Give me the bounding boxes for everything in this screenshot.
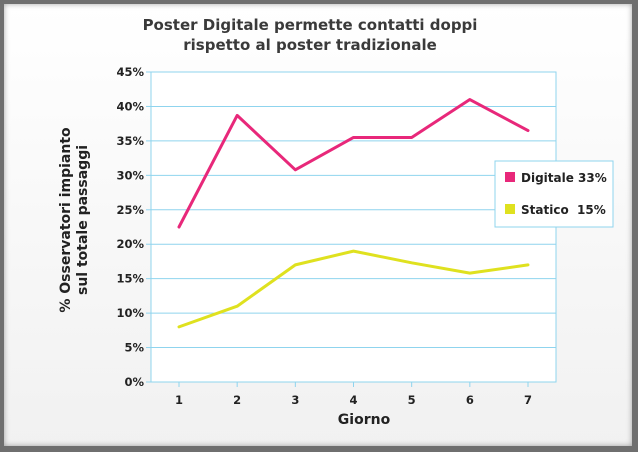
y-axis-title-line-2: sul totale passaggi [75,145,91,295]
legend-label-statico: Statico 15% [521,203,606,217]
x-tick-label: 2 [233,393,241,407]
line-chart: Poster Digitale permette contatti doppi … [58,16,614,428]
x-tick-label: 1 [175,393,183,407]
x-axis-ticks: 1 2 3 4 5 6 7 [175,382,532,407]
x-tick-label: 3 [291,393,299,407]
chart-title-line-1: Poster Digitale permette contatti doppi [143,16,478,34]
y-axis-title-line-1: % Osservatori impianto [58,127,74,313]
legend-label-digitale: Digitale 33% [521,171,607,185]
y-tick-label: 0% [124,375,144,389]
x-tick-label: 4 [349,393,357,407]
series-lines [177,98,530,329]
y-tick-label: 35% [116,134,144,148]
y-tick-label: 30% [116,168,144,182]
x-tick-label: 5 [408,393,416,407]
y-tick-label: 5% [124,341,144,355]
y-tick-label: 40% [116,99,144,113]
gridlines [151,71,556,383]
y-axis-ticks: 0% 5% 10% 15% 20% 25% 30% 35% 40% 45% [116,65,151,389]
legend-swatch-digitale [505,172,515,182]
series-line-statico [177,249,530,329]
chart-title-line-2: rispetto al poster tradizionale [183,36,437,54]
y-tick-label: 25% [116,203,144,217]
y-tick-label: 15% [116,272,144,286]
x-tick-label: 7 [524,393,532,407]
legend-swatch-statico [505,204,515,214]
x-axis-title: Giorno [338,412,391,428]
y-tick-label: 20% [116,237,144,251]
legend: Digitale 33% Statico 15% [494,160,614,228]
y-axis-title: % Osservatori impianto sul totale passag… [58,127,91,313]
series-line-digitale [177,98,530,229]
y-tick-label: 10% [116,306,144,320]
chart-frame: Poster Digitale permette contatti doppi … [4,4,632,446]
y-tick-label: 45% [116,65,144,79]
plot-area [150,71,557,383]
x-tick-label: 6 [466,393,474,407]
